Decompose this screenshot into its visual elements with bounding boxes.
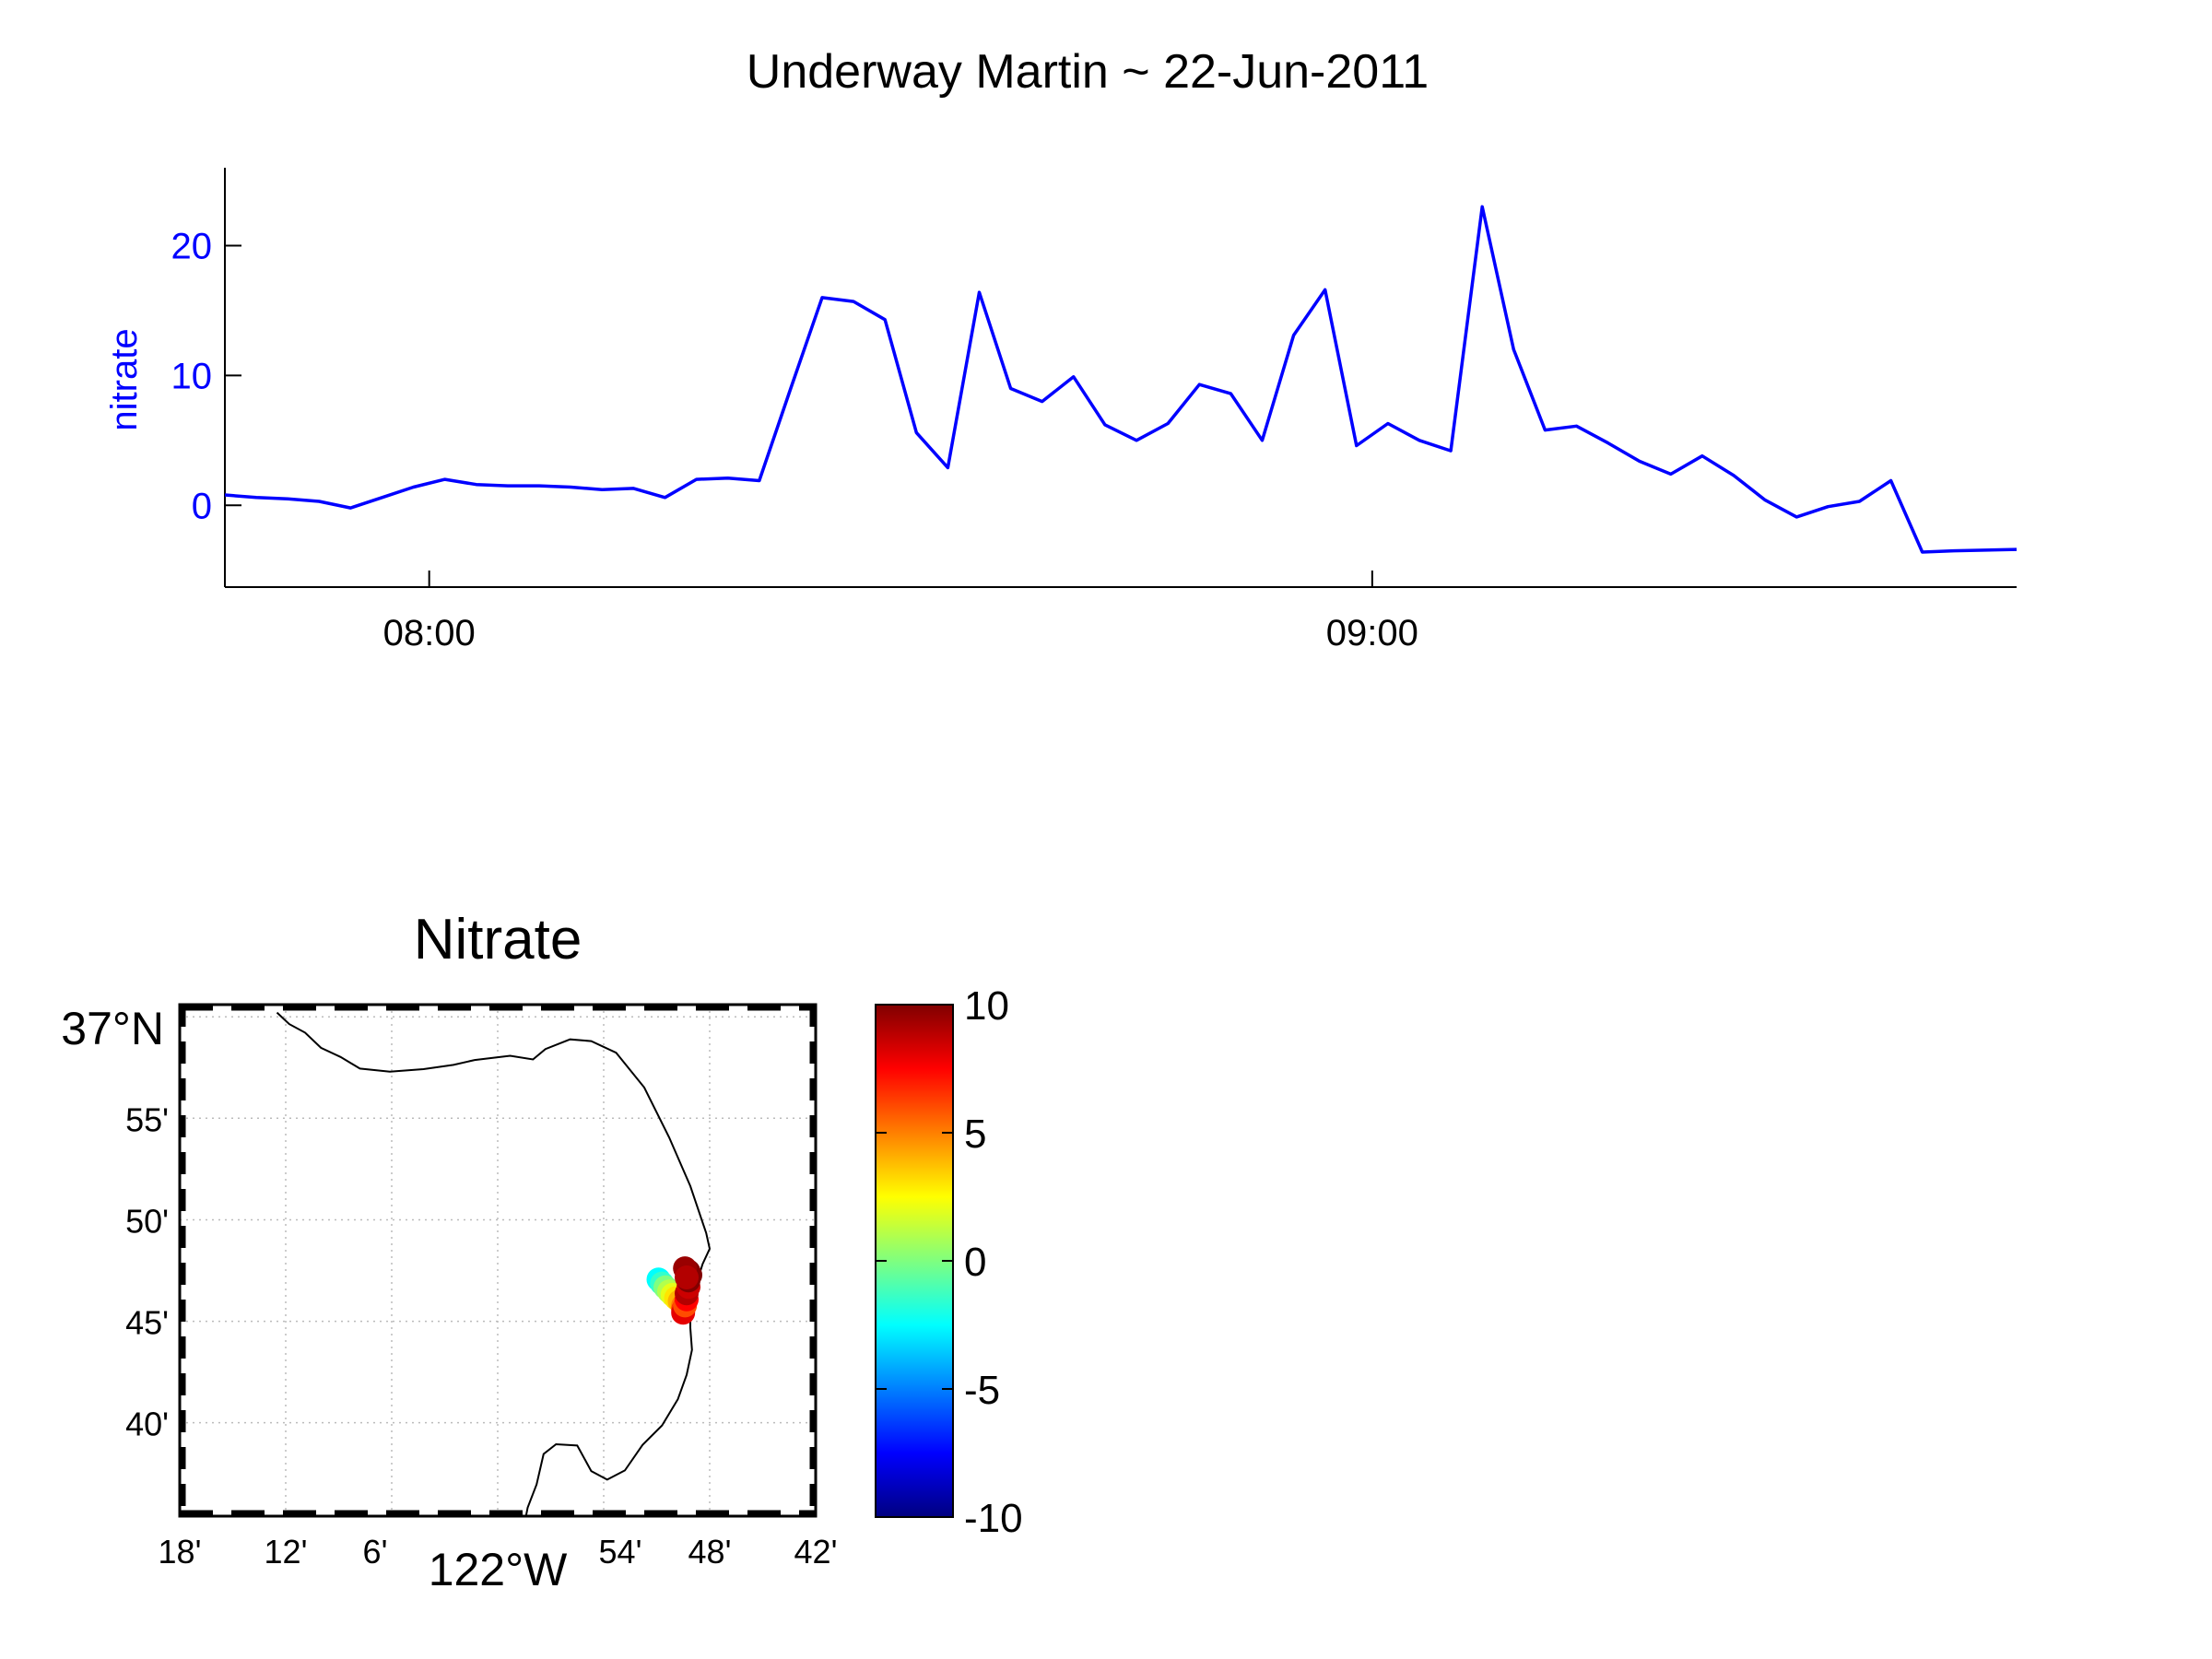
x-tick-label: 09:00	[1326, 613, 1418, 653]
y-ticks: 0 10 20	[171, 227, 241, 526]
lon-label: 6'	[363, 1533, 388, 1571]
lon-label: 122°W	[429, 1544, 568, 1595]
colorbar-tick-label: 10	[964, 983, 1009, 1029]
series-line-nitrate	[224, 205, 2018, 554]
colorbar-tick-label: 5	[964, 1112, 986, 1157]
lon-label: 18'	[159, 1533, 202, 1571]
colorbar: 10 5 0 -5 -10	[875, 983, 1023, 1541]
nitrate-point	[675, 1265, 699, 1289]
nitrate-timeseries-chart: 0 10 20 08:00 09:00 nitrate	[104, 168, 2018, 653]
y-tick-label: 0	[192, 486, 212, 526]
colorbar-ticks: 10 5 0 -5 -10	[876, 983, 1023, 1541]
longitude-labels: 18' 12' 6' 122°W 54' 48' 42'	[159, 1533, 838, 1595]
colorbar-tick-label: 0	[964, 1240, 986, 1285]
colorbar-tick-label: -5	[964, 1368, 1000, 1413]
lat-label: 40'	[125, 1406, 169, 1443]
nitrate-points	[646, 1256, 702, 1325]
lon-label: 42'	[794, 1533, 838, 1571]
colorbar-gradient	[875, 1004, 954, 1518]
lon-label: 54'	[599, 1533, 642, 1571]
lat-label: 55'	[125, 1100, 169, 1138]
coastline	[276, 1011, 712, 1516]
x-tick-label: 08:00	[383, 613, 476, 653]
map-title: Nitrate	[414, 908, 582, 971]
x-ticks: 08:00 09:00	[383, 571, 1418, 653]
figure-title: Underway Martin ~ 22-Jun-2011	[747, 45, 1429, 99]
y-axis-label: nitrate	[104, 328, 145, 430]
lat-label: 45'	[125, 1304, 169, 1342]
map-background	[180, 1005, 816, 1516]
lon-label: 12'	[265, 1533, 308, 1571]
colorbar-tick-label: -10	[964, 1496, 1023, 1541]
y-tick-label: 10	[171, 356, 213, 396]
latitude-labels: 37°N 55' 50' 45' 40'	[61, 1003, 169, 1442]
lon-label: 48'	[688, 1533, 732, 1571]
nitrate-map: Nitrate 37°N 55' 50' 45' 40' 18' 12' 6' 122°W 54…	[61, 908, 837, 1595]
lat-label: 37°N	[61, 1003, 164, 1054]
lat-label: 50'	[125, 1202, 169, 1240]
y-tick-label: 20	[171, 227, 213, 267]
